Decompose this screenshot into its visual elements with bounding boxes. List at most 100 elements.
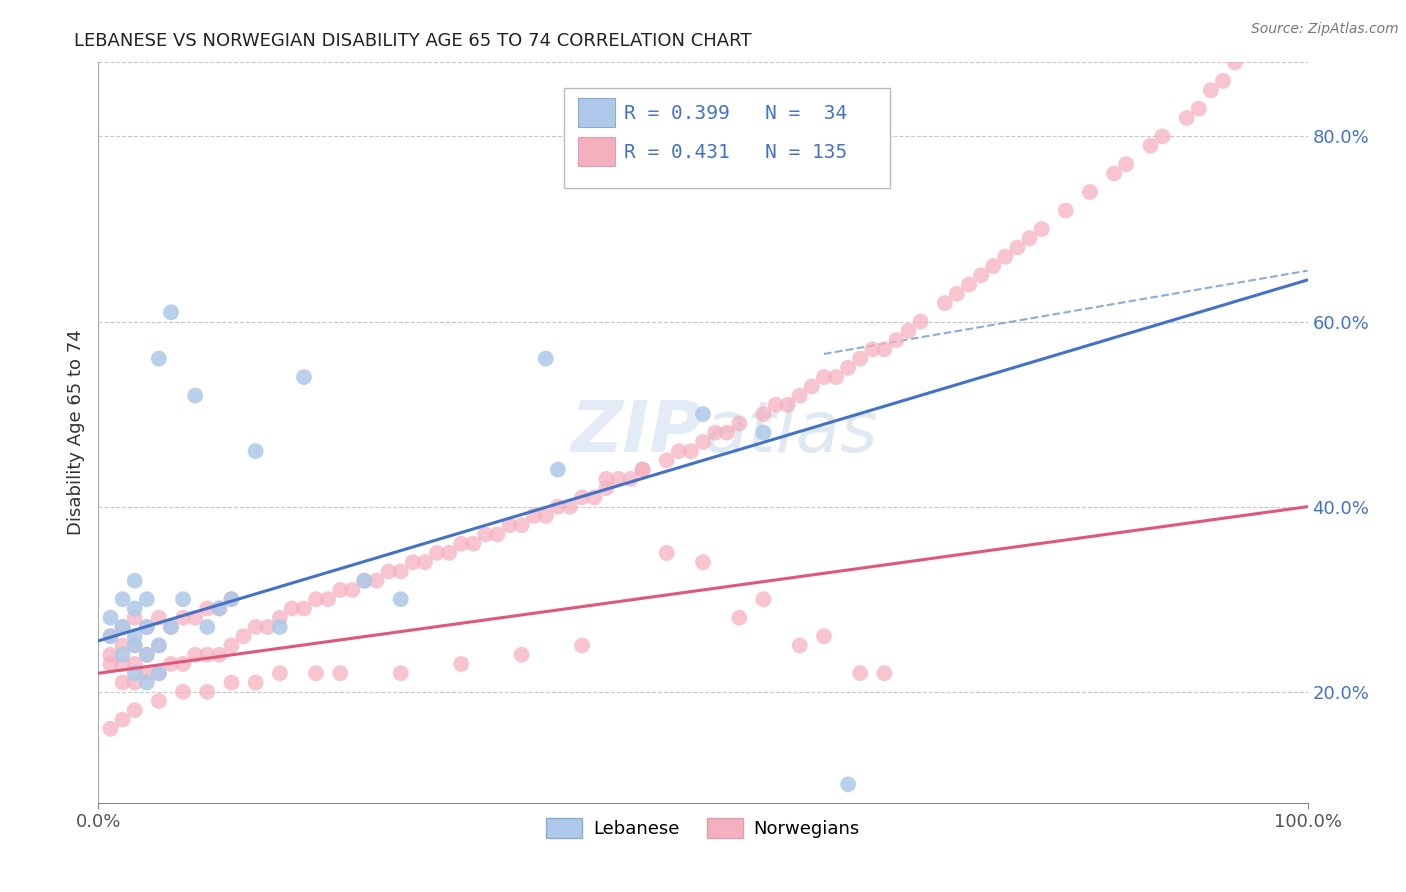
Point <box>558 500 581 514</box>
Point <box>534 508 557 523</box>
Point <box>135 675 157 690</box>
Point <box>111 639 134 653</box>
Text: R = 0.399   N =  34: R = 0.399 N = 34 <box>624 104 848 123</box>
Point <box>873 343 896 357</box>
Point <box>800 379 823 393</box>
Point <box>1175 111 1198 125</box>
Point <box>329 582 352 597</box>
Point <box>534 351 557 366</box>
Point <box>329 666 352 681</box>
Point <box>305 666 328 681</box>
Point <box>463 536 485 550</box>
Point <box>692 555 714 569</box>
Point <box>195 648 218 662</box>
Point <box>1031 222 1053 236</box>
Point <box>437 546 460 560</box>
Point <box>172 685 194 699</box>
Point <box>1223 55 1246 70</box>
Point <box>655 453 678 467</box>
Point <box>813 370 835 384</box>
Point <box>728 417 751 431</box>
Point <box>124 666 146 681</box>
Point <box>752 407 775 421</box>
Point <box>1212 74 1234 88</box>
Point <box>547 462 569 476</box>
Point <box>486 527 509 541</box>
Point <box>148 639 170 653</box>
Point <box>184 610 207 624</box>
Point <box>111 657 134 671</box>
Point <box>426 546 449 560</box>
Point <box>402 555 425 569</box>
Point <box>148 694 170 708</box>
Point <box>100 657 122 671</box>
Point <box>100 648 122 662</box>
Point <box>124 610 146 624</box>
Point <box>837 777 859 791</box>
Point <box>389 565 412 579</box>
Point <box>111 592 134 607</box>
Point <box>692 434 714 449</box>
Point <box>377 565 399 579</box>
Point <box>704 425 727 440</box>
Point <box>208 601 231 615</box>
Point <box>957 277 980 292</box>
Point <box>389 666 412 681</box>
Point <box>946 286 969 301</box>
Point <box>124 601 146 615</box>
Point <box>510 648 533 662</box>
Point <box>148 610 170 624</box>
Point <box>1102 166 1125 180</box>
Point <box>619 472 641 486</box>
Point <box>1236 46 1258 61</box>
Point <box>897 324 920 338</box>
Point <box>195 601 218 615</box>
Point <box>910 314 932 328</box>
Text: LEBANESE VS NORWEGIAN DISABILITY AGE 65 TO 74 CORRELATION CHART: LEBANESE VS NORWEGIAN DISABILITY AGE 65 … <box>75 32 752 50</box>
Point <box>849 351 872 366</box>
Y-axis label: Disability Age 65 to 74: Disability Age 65 to 74 <box>66 330 84 535</box>
Point <box>679 444 702 458</box>
Point <box>160 620 183 634</box>
Point <box>970 268 993 283</box>
Point <box>172 657 194 671</box>
Bar <box>578 98 614 127</box>
Point <box>100 722 122 736</box>
Point <box>752 425 775 440</box>
Point <box>100 629 122 643</box>
Point <box>1152 129 1174 144</box>
Point <box>124 629 146 643</box>
Point <box>160 620 183 634</box>
Point <box>1260 18 1282 32</box>
Point <box>232 629 254 643</box>
Point <box>124 657 146 671</box>
Point <box>595 481 617 495</box>
Point <box>245 620 267 634</box>
Point <box>100 610 122 624</box>
Text: atlas: atlas <box>703 398 877 467</box>
Point <box>595 472 617 486</box>
Point <box>981 259 1004 273</box>
Point <box>607 472 630 486</box>
Point <box>1284 0 1306 4</box>
Point <box>221 675 243 690</box>
Point <box>353 574 375 588</box>
Point <box>269 666 291 681</box>
Point <box>825 370 848 384</box>
Text: R = 0.431   N = 135: R = 0.431 N = 135 <box>624 144 848 162</box>
Point <box>523 508 546 523</box>
Point <box>765 398 787 412</box>
Point <box>849 666 872 681</box>
Point <box>813 629 835 643</box>
Point <box>752 592 775 607</box>
Point <box>195 620 218 634</box>
Point <box>547 500 569 514</box>
Point <box>269 610 291 624</box>
Point <box>655 546 678 560</box>
Point <box>789 389 811 403</box>
Point <box>148 666 170 681</box>
Point <box>366 574 388 588</box>
Point <box>292 370 315 384</box>
Point <box>208 648 231 662</box>
Point <box>994 250 1017 264</box>
